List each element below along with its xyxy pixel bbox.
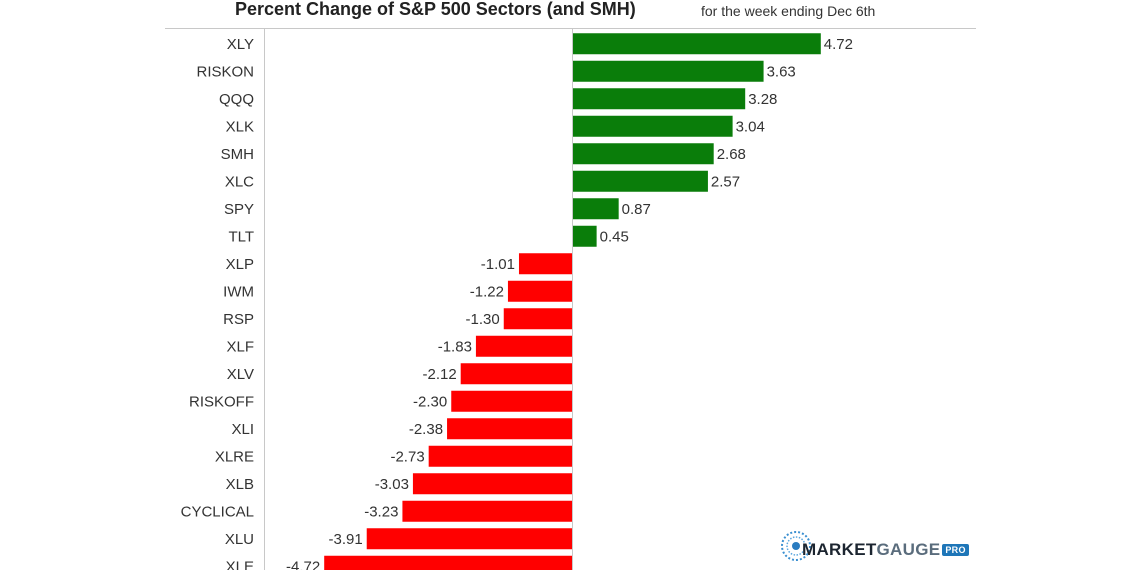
bar-xly	[573, 33, 821, 55]
tick-label-xlp: XLP	[226, 256, 254, 273]
bar-xlv	[460, 363, 572, 385]
tick-label-riskoff: RISKOFF	[189, 393, 254, 410]
bar-xlp	[518, 253, 572, 275]
data-label-xlk: 3.04	[736, 118, 765, 135]
logo-badge: PRO	[942, 544, 969, 556]
bar-riskon	[573, 60, 764, 82]
tick-label-xlre: XLRE	[215, 448, 254, 465]
tick-label-xlb: XLB	[226, 476, 254, 493]
tick-label-spy: SPY	[224, 201, 254, 218]
bar-iwm	[507, 280, 572, 302]
bar-qqq	[573, 88, 746, 110]
data-label-riskoff: -2.30	[413, 393, 447, 410]
data-label-cyclical: -3.23	[364, 503, 398, 520]
data-label-tlt: 0.45	[600, 228, 629, 245]
bar-tlt	[573, 225, 597, 247]
data-label-rsp: -1.30	[466, 311, 500, 328]
tick-label-xli: XLI	[231, 421, 254, 438]
chart-subtitle: for the week ending Dec 6th	[701, 3, 876, 19]
bar-xlu	[366, 528, 572, 550]
bar-xlre	[428, 445, 572, 467]
tick-label-xle: XLE	[226, 558, 254, 570]
data-label-xlv: -2.12	[422, 366, 456, 383]
bar-xle	[324, 555, 572, 570]
data-label-xly: 4.72	[824, 36, 853, 53]
globe-icon	[781, 531, 811, 561]
bar-cyclical	[402, 500, 572, 522]
data-label-qqq: 3.28	[748, 91, 777, 108]
tick-label-cyclical: CYCLICAL	[181, 503, 254, 520]
data-label-xlb: -3.03	[375, 476, 409, 493]
data-label-xlu: -3.91	[329, 531, 363, 548]
tick-label-xlc: XLC	[225, 173, 254, 190]
marketgauge-logo: MARKETGAUGE PRO	[778, 520, 978, 570]
data-label-xlre: -2.73	[390, 448, 424, 465]
tick-label-tlt: TLT	[228, 228, 254, 245]
tick-label-rsp: RSP	[223, 311, 254, 328]
bar-smh	[573, 143, 714, 165]
data-label-iwm: -1.22	[470, 283, 504, 300]
tick-label-qqq: QQQ	[219, 91, 254, 108]
chart-header: Percent Change of S&P 500 Sectors (and S…	[0, 0, 1140, 28]
data-label-xli: -2.38	[409, 421, 443, 438]
data-label-riskon: 3.63	[767, 63, 796, 80]
bar-xlk	[573, 115, 733, 137]
bar-xlc	[573, 170, 708, 192]
tick-label-riskon: RISKON	[196, 63, 254, 80]
tick-label-iwm: IWM	[223, 283, 254, 300]
data-label-spy: 0.87	[622, 201, 651, 218]
data-label-xlf: -1.83	[438, 338, 472, 355]
tick-label-xlu: XLU	[225, 531, 254, 548]
data-label-xlp: -1.01	[481, 256, 515, 273]
bar-xlf	[475, 335, 572, 357]
data-label-smh: 2.68	[717, 146, 746, 163]
tick-label-xly: XLY	[227, 36, 254, 53]
tick-label-xlv: XLV	[227, 366, 254, 383]
tick-label-smh: SMH	[221, 146, 254, 163]
tick-label-xlf: XLF	[226, 338, 254, 355]
bar-xlb	[412, 473, 572, 495]
tick-label-xlk: XLK	[226, 118, 254, 135]
logo-wordmark: MARKETGAUGE PRO	[802, 540, 969, 560]
logo-brand-light: GAUGE	[876, 540, 941, 559]
bar-xli	[447, 418, 572, 440]
data-label-xle: -4.72	[286, 558, 320, 570]
bar-riskoff	[451, 390, 572, 412]
chart-title: Percent Change of S&P 500 Sectors (and S…	[235, 0, 636, 19]
bar-spy	[573, 198, 619, 220]
data-label-xlc: 2.57	[711, 173, 740, 190]
logo-brand-dark: MARKET	[802, 540, 877, 559]
bar-rsp	[503, 308, 572, 330]
